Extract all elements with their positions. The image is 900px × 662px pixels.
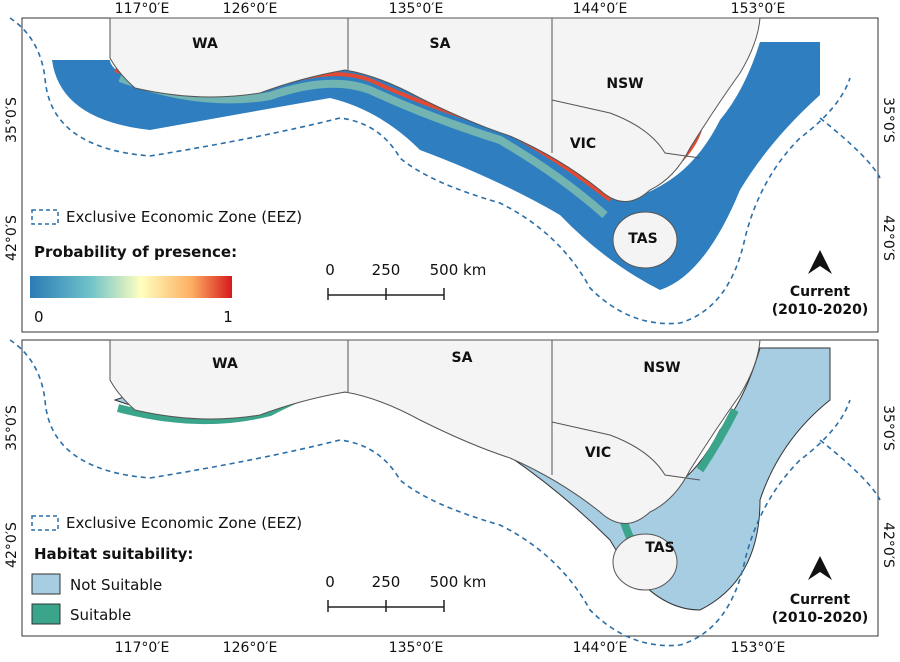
- longitude-label: 153°0′E: [731, 640, 786, 656]
- state-label: SA: [430, 36, 451, 52]
- longitude-label: 126°0′E: [223, 1, 278, 17]
- period-label: Current: [790, 592, 851, 608]
- latitude-label: 35°0′S: [4, 405, 20, 451]
- eez-label: Exclusive Economic Zone (EEZ): [66, 208, 302, 226]
- color-ramp: [30, 276, 232, 298]
- period-label: (2010-2020): [772, 302, 869, 318]
- longitude-label: 144°0′E: [573, 640, 628, 656]
- north-arrow: [808, 250, 832, 274]
- panel-suitability: WA SA NSW VIC TAS Exclusive Economic Zon…: [9, 339, 881, 647]
- eez-label: Exclusive Economic Zone (EEZ): [66, 514, 302, 532]
- longitude-label: 144°0′E: [573, 1, 628, 17]
- latitude-label: 35°0′S: [4, 97, 20, 143]
- longitude-label: 117°0′E: [115, 1, 170, 17]
- state-label: NSW: [643, 360, 680, 376]
- not-suitable-swatch: [31, 573, 61, 595]
- scale-bar: [327, 600, 445, 612]
- ramp-max: 1: [223, 308, 233, 326]
- legend-title: Habitat suitability:: [34, 545, 193, 563]
- latitude-label: 42°0′S: [4, 522, 20, 568]
- legend-label: Suitable: [70, 606, 131, 624]
- period-label: Current: [790, 284, 851, 300]
- state-label: SA: [452, 350, 473, 366]
- state-label: VIC: [570, 136, 596, 152]
- latitude-label: 42°0′S: [4, 215, 20, 261]
- scale-label: 0: [325, 261, 335, 279]
- longitude-label: 153°0′E: [731, 1, 786, 17]
- state-label: WA: [212, 356, 238, 372]
- graticule-labels: 117°0′E 126°0′E 135°0′E 144°0′E 153°0′E …: [4, 1, 896, 656]
- scale-label: 0: [325, 573, 335, 591]
- period-label: (2010-2020): [772, 610, 869, 626]
- scale-label: 500 km: [430, 573, 487, 591]
- longitude-label: 117°0′E: [115, 640, 170, 656]
- panel-probability: WA SA NSW VIC TAS Exclusive Economic Zon…: [9, 17, 881, 333]
- suitable-swatch: [31, 603, 61, 625]
- longitude-label: 126°0′E: [223, 640, 278, 656]
- scale-label: 250: [372, 261, 401, 279]
- latitude-label: 35°0′S: [880, 405, 896, 451]
- latitude-label: 42°0′S: [880, 215, 896, 261]
- state-label: VIC: [585, 445, 611, 461]
- state-label: TAS: [645, 540, 674, 556]
- north-arrow: [808, 556, 832, 580]
- scale-bar: [327, 288, 445, 300]
- state-label: TAS: [628, 231, 657, 247]
- legend-label: Not Suitable: [70, 576, 162, 594]
- longitude-label: 135°0′E: [389, 640, 444, 656]
- ramp-min: 0: [34, 308, 44, 326]
- state-label: WA: [192, 36, 218, 52]
- mid-probability-band: [118, 74, 608, 218]
- eez-swatch: [31, 209, 59, 225]
- latitude-label: 42°0′S: [880, 522, 896, 568]
- latitude-label: 35°0′S: [880, 97, 896, 143]
- legend-title: Probability of presence:: [34, 243, 237, 261]
- state-label: NSW: [606, 76, 643, 92]
- scale-label: 250: [372, 573, 401, 591]
- eez-swatch: [31, 515, 59, 531]
- scale-label: 500 km: [430, 261, 487, 279]
- longitude-label: 135°0′E: [389, 1, 444, 17]
